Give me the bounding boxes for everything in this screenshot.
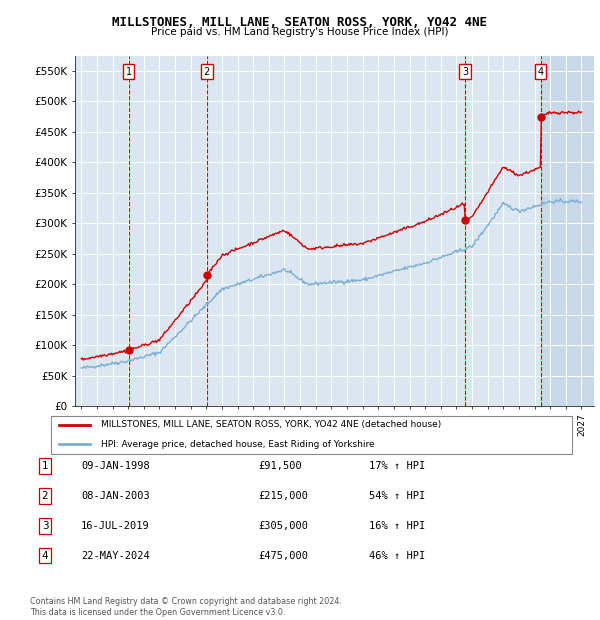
Text: MILLSTONES, MILL LANE, SEATON ROSS, YORK, YO42 4NE (detached house): MILLSTONES, MILL LANE, SEATON ROSS, YORK… <box>101 420 441 430</box>
Text: 08-JAN-2003: 08-JAN-2003 <box>81 491 150 501</box>
Text: 22-MAY-2024: 22-MAY-2024 <box>81 551 150 560</box>
Text: 16-JUL-2019: 16-JUL-2019 <box>81 521 150 531</box>
Text: 1: 1 <box>125 66 131 76</box>
Text: £475,000: £475,000 <box>258 551 308 560</box>
Text: 2: 2 <box>203 66 210 76</box>
Text: 17% ↑ HPI: 17% ↑ HPI <box>369 461 425 471</box>
Text: 54% ↑ HPI: 54% ↑ HPI <box>369 491 425 501</box>
Text: 3: 3 <box>41 521 49 531</box>
Text: 16% ↑ HPI: 16% ↑ HPI <box>369 521 425 531</box>
Text: MILLSTONES, MILL LANE, SEATON ROSS, YORK, YO42 4NE: MILLSTONES, MILL LANE, SEATON ROSS, YORK… <box>113 16 487 29</box>
Text: 2: 2 <box>41 491 49 501</box>
Text: Price paid vs. HM Land Registry's House Price Index (HPI): Price paid vs. HM Land Registry's House … <box>151 27 449 37</box>
Text: HPI: Average price, detached house, East Riding of Yorkshire: HPI: Average price, detached house, East… <box>101 440 374 449</box>
Text: 1: 1 <box>41 461 49 471</box>
Text: Contains HM Land Registry data © Crown copyright and database right 2024.
This d: Contains HM Land Registry data © Crown c… <box>30 598 342 617</box>
Text: 3: 3 <box>462 66 468 76</box>
Text: 4: 4 <box>538 66 544 76</box>
FancyBboxPatch shape <box>50 415 572 454</box>
Text: £91,500: £91,500 <box>258 461 302 471</box>
Text: 46% ↑ HPI: 46% ↑ HPI <box>369 551 425 560</box>
Text: £305,000: £305,000 <box>258 521 308 531</box>
Text: 4: 4 <box>41 551 49 560</box>
Text: £215,000: £215,000 <box>258 491 308 501</box>
Text: 09-JAN-1998: 09-JAN-1998 <box>81 461 150 471</box>
Bar <box>541 56 594 406</box>
